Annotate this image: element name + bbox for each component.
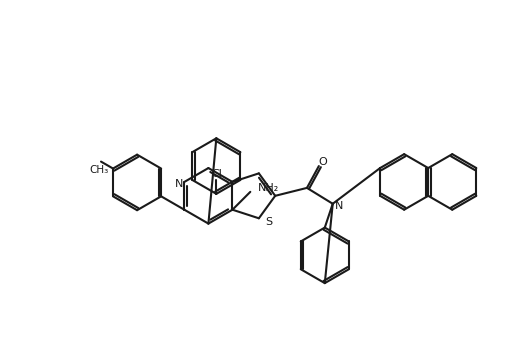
Text: NH₂: NH₂	[258, 183, 280, 193]
Text: N: N	[175, 179, 184, 189]
Text: Cl: Cl	[211, 169, 222, 179]
Text: S: S	[265, 217, 272, 227]
Text: N: N	[334, 201, 343, 211]
Text: O: O	[318, 157, 327, 167]
Text: CH₃: CH₃	[89, 165, 109, 175]
